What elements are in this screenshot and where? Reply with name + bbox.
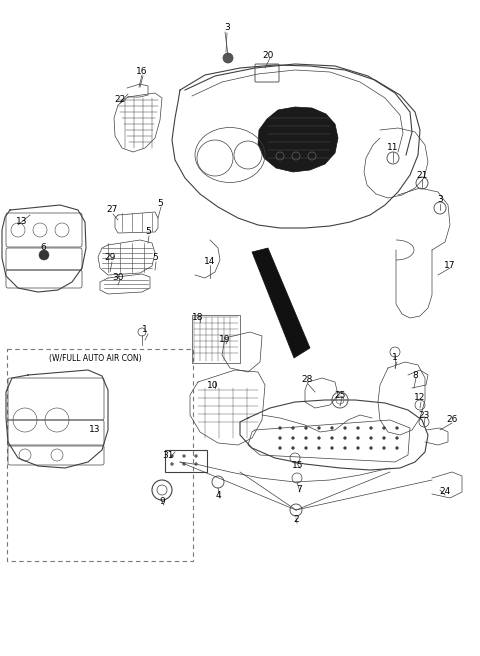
Circle shape (344, 447, 347, 449)
Text: 14: 14 (204, 258, 216, 266)
Text: 8: 8 (412, 371, 418, 380)
Circle shape (357, 447, 360, 449)
Circle shape (383, 436, 385, 440)
Text: 20: 20 (262, 51, 274, 60)
Circle shape (383, 426, 385, 430)
Circle shape (331, 436, 334, 440)
Circle shape (357, 426, 360, 430)
Circle shape (344, 426, 347, 430)
Text: 5: 5 (157, 199, 163, 207)
Circle shape (194, 455, 197, 457)
Circle shape (291, 436, 295, 440)
Circle shape (317, 447, 321, 449)
Circle shape (370, 447, 372, 449)
Circle shape (383, 447, 385, 449)
Circle shape (278, 447, 281, 449)
Text: 5: 5 (145, 228, 151, 237)
Circle shape (291, 447, 295, 449)
Text: 13: 13 (16, 218, 28, 226)
Circle shape (357, 436, 360, 440)
Text: 2: 2 (293, 516, 299, 525)
Circle shape (182, 462, 185, 466)
Circle shape (331, 447, 334, 449)
Circle shape (304, 447, 308, 449)
Circle shape (396, 436, 398, 440)
Text: 24: 24 (439, 487, 451, 497)
Text: 12: 12 (414, 394, 426, 403)
Text: 25: 25 (334, 390, 346, 400)
Circle shape (278, 436, 281, 440)
Polygon shape (258, 107, 338, 172)
Text: 13: 13 (89, 426, 101, 434)
Circle shape (331, 426, 334, 430)
Circle shape (304, 426, 308, 430)
Circle shape (396, 447, 398, 449)
Text: (W/FULL AUTO AIR CON): (W/FULL AUTO AIR CON) (48, 354, 141, 363)
Polygon shape (252, 248, 310, 358)
Text: 18: 18 (192, 314, 204, 323)
Circle shape (317, 426, 321, 430)
Text: 28: 28 (301, 375, 312, 384)
Text: 27: 27 (106, 205, 118, 215)
Text: 31: 31 (162, 451, 174, 459)
Text: 22: 22 (114, 96, 126, 104)
Text: 5: 5 (152, 253, 158, 262)
Text: 29: 29 (104, 253, 116, 262)
Text: 26: 26 (446, 415, 458, 424)
Text: 3: 3 (437, 195, 443, 205)
Text: 21: 21 (416, 171, 428, 180)
Text: 1: 1 (392, 354, 398, 363)
Text: 10: 10 (207, 380, 219, 390)
Circle shape (223, 53, 233, 63)
Text: 15: 15 (292, 461, 304, 470)
Text: 4: 4 (215, 491, 221, 499)
Text: 30: 30 (112, 272, 124, 281)
Circle shape (304, 436, 308, 440)
Text: 23: 23 (418, 411, 430, 419)
Text: 19: 19 (219, 335, 231, 344)
Circle shape (370, 426, 372, 430)
Text: 17: 17 (444, 260, 456, 270)
Circle shape (396, 426, 398, 430)
Circle shape (170, 462, 173, 466)
Circle shape (182, 455, 185, 457)
Text: 3: 3 (224, 24, 230, 33)
Circle shape (370, 436, 372, 440)
Text: 7: 7 (296, 485, 302, 495)
Circle shape (291, 426, 295, 430)
Circle shape (317, 436, 321, 440)
Text: 16: 16 (136, 68, 148, 77)
Circle shape (170, 455, 173, 457)
Circle shape (39, 250, 49, 260)
Circle shape (278, 426, 281, 430)
Text: 1: 1 (142, 325, 148, 335)
Circle shape (344, 436, 347, 440)
Text: 9: 9 (159, 497, 165, 506)
Text: 11: 11 (387, 144, 399, 152)
Circle shape (194, 462, 197, 466)
Text: 6: 6 (40, 243, 46, 253)
